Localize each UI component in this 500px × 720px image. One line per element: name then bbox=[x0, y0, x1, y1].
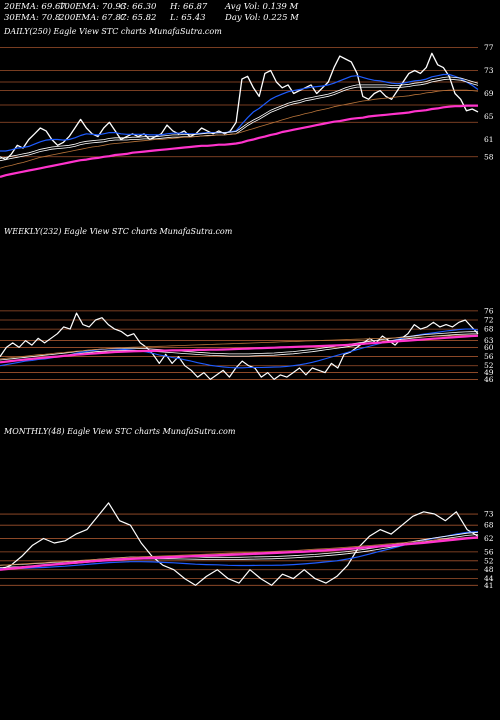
header-l-value: L: 65.43 bbox=[170, 13, 206, 23]
header-h-value: H: 66.87 bbox=[170, 2, 208, 12]
indicator-header: 20EMA: 69.67 100EMA: 70.93 C: 66.30 H: 66.8… bbox=[0, 0, 500, 24]
daily-ema30-line-1 bbox=[0, 76, 479, 159]
header-20ema-value: 20EMA: 69.67 bbox=[4, 2, 66, 12]
daily-ema100-line bbox=[0, 89, 479, 169]
header-100ema-value: 100EMA: 70.93 bbox=[59, 2, 127, 12]
monthly-ema200-line bbox=[0, 536, 479, 571]
weekly-ema200-line bbox=[0, 334, 479, 364]
weekly-tick-label: 76 bbox=[484, 306, 494, 315]
daily-tick-label: 61 bbox=[484, 135, 494, 144]
header-200ema-value: 200EMA: 67.87 bbox=[59, 13, 127, 23]
weekly-tick-label: 63 bbox=[484, 336, 494, 345]
daily-title: DAILY(250) Eagle View STC charts MunafaS… bbox=[3, 27, 222, 36]
monthly-tick-label: 56 bbox=[484, 547, 494, 556]
header-c-value: C: 66.30 bbox=[120, 2, 157, 12]
header-30ema-value: 30EMA: 70.8 bbox=[4, 13, 61, 23]
weekly-ema100-line bbox=[0, 334, 478, 360]
daily-chart: DAILY(250) Eagle View STC charts MunafaS… bbox=[0, 27, 494, 178]
weekly-tick-label: 46 bbox=[484, 375, 494, 384]
monthly-tick-label: 48 bbox=[484, 565, 494, 574]
monthly-tick-label: 44 bbox=[484, 574, 494, 583]
monthly-tick-label: 73 bbox=[484, 510, 494, 519]
header-dayvol-value: Day Vol: 0.225 M bbox=[225, 13, 299, 23]
weekly-tick-label: 68 bbox=[484, 325, 494, 334]
weekly-ema20-line bbox=[0, 328, 479, 369]
daily-tick-label: 69 bbox=[484, 89, 494, 98]
weekly-title: WEEKLY(232) Eagle View STC charts Munafa… bbox=[4, 227, 233, 236]
daily-tick-label: 65 bbox=[484, 112, 494, 121]
header-avgvol-value: Avg Vol: 0.139 M bbox=[225, 2, 299, 12]
monthly-ema100-line bbox=[0, 536, 479, 566]
weekly-chart: WEEKLY(232) Eagle View STC charts Munafa… bbox=[0, 227, 494, 384]
monthly-chart: MONTHLY(48) Eagle View STC charts Munafa… bbox=[0, 427, 494, 590]
daily-tick-label: 77 bbox=[484, 43, 494, 52]
daily-tick-label: 58 bbox=[484, 152, 494, 161]
weekly-tick-label: 52 bbox=[484, 361, 494, 370]
daily-price-line bbox=[0, 52, 479, 161]
monthly-tick-label: 52 bbox=[484, 556, 494, 565]
daily-tick-label: 73 bbox=[484, 66, 494, 75]
monthly-title: MONTHLY(48) Eagle View STC charts Munafa… bbox=[3, 427, 236, 436]
daily-ema20-line bbox=[0, 73, 479, 152]
weekly-price-line bbox=[0, 312, 479, 380]
daily-ema200-line bbox=[0, 104, 478, 178]
header-c-value: C: 65.82 bbox=[120, 13, 157, 23]
monthly-tick-label: 68 bbox=[484, 521, 494, 530]
weekly-tick-label: 72 bbox=[484, 316, 494, 325]
daily-ema30-line-2 bbox=[0, 78, 479, 162]
weekly-tick-label: 56 bbox=[484, 352, 494, 361]
monthly-price-line bbox=[0, 502, 479, 586]
weekly-tick-label: 49 bbox=[484, 368, 494, 377]
monthly-tick-label: 41 bbox=[484, 581, 494, 590]
monthly-ema20-line bbox=[0, 531, 479, 570]
weekly-tick-label: 60 bbox=[484, 343, 494, 352]
monthly-tick-label: 62 bbox=[484, 534, 494, 543]
